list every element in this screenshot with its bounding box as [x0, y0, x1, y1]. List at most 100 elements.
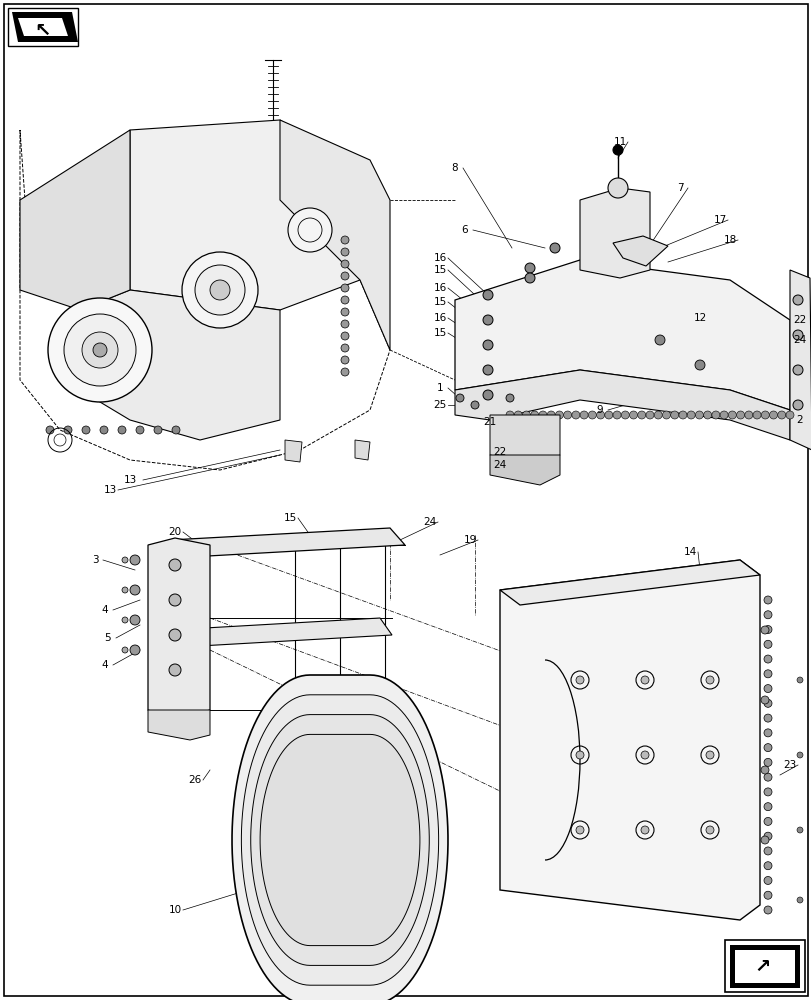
Circle shape [555, 411, 563, 419]
Circle shape [100, 426, 108, 434]
Circle shape [678, 411, 686, 419]
Circle shape [629, 411, 637, 419]
Circle shape [182, 252, 258, 328]
Circle shape [763, 685, 771, 693]
Circle shape [736, 411, 744, 419]
Circle shape [575, 826, 583, 834]
Circle shape [169, 664, 181, 676]
Circle shape [505, 394, 513, 402]
Circle shape [525, 273, 534, 283]
Text: 16: 16 [433, 283, 446, 293]
Circle shape [607, 178, 627, 198]
Circle shape [169, 594, 181, 606]
Circle shape [483, 390, 492, 400]
Circle shape [694, 411, 702, 419]
Circle shape [571, 411, 579, 419]
Circle shape [686, 411, 694, 419]
Circle shape [694, 360, 704, 370]
Circle shape [122, 557, 128, 563]
Circle shape [763, 847, 771, 855]
Circle shape [547, 411, 555, 419]
Circle shape [505, 411, 513, 419]
Circle shape [620, 411, 629, 419]
Circle shape [172, 426, 180, 434]
Circle shape [64, 314, 135, 386]
Circle shape [763, 596, 771, 604]
Circle shape [195, 265, 245, 315]
Circle shape [579, 411, 587, 419]
Polygon shape [169, 528, 405, 557]
Circle shape [760, 836, 768, 844]
Polygon shape [169, 618, 392, 647]
Circle shape [588, 411, 595, 419]
Circle shape [93, 343, 107, 357]
Circle shape [130, 645, 139, 655]
Text: 4: 4 [101, 605, 108, 615]
Text: 15: 15 [433, 265, 446, 275]
Circle shape [763, 670, 771, 678]
Polygon shape [354, 440, 370, 460]
FancyBboxPatch shape [8, 8, 78, 46]
Polygon shape [729, 945, 799, 988]
Text: 22: 22 [792, 315, 805, 325]
Polygon shape [285, 440, 302, 462]
Circle shape [763, 729, 771, 737]
Polygon shape [734, 950, 794, 983]
Circle shape [513, 411, 521, 419]
Circle shape [763, 788, 771, 796]
Circle shape [122, 617, 128, 623]
Circle shape [705, 676, 713, 684]
Circle shape [763, 906, 771, 914]
Circle shape [792, 400, 802, 410]
Circle shape [796, 827, 802, 833]
Circle shape [521, 411, 530, 419]
Text: 9: 9 [596, 405, 603, 415]
Circle shape [796, 897, 802, 903]
Circle shape [760, 766, 768, 774]
Circle shape [654, 411, 662, 419]
Circle shape [122, 587, 128, 593]
Text: 26: 26 [188, 775, 201, 785]
Text: 18: 18 [723, 235, 736, 245]
Circle shape [539, 411, 547, 419]
Circle shape [760, 696, 768, 704]
Text: 17: 17 [713, 215, 726, 225]
Circle shape [705, 826, 713, 834]
Polygon shape [454, 370, 789, 440]
Text: ↖: ↖ [35, 21, 51, 40]
Circle shape [763, 758, 771, 766]
Circle shape [763, 640, 771, 648]
Text: 6: 6 [461, 225, 468, 235]
Circle shape [763, 699, 771, 707]
Polygon shape [130, 120, 359, 310]
Polygon shape [280, 120, 389, 350]
Circle shape [763, 773, 771, 781]
Circle shape [483, 315, 492, 325]
Text: 24: 24 [493, 460, 506, 470]
Circle shape [752, 411, 760, 419]
Circle shape [341, 368, 349, 376]
Circle shape [637, 411, 645, 419]
Text: ↗: ↗ [754, 956, 770, 975]
Text: 16: 16 [433, 313, 446, 323]
Circle shape [763, 803, 771, 811]
Circle shape [341, 284, 349, 292]
Circle shape [640, 826, 648, 834]
Text: 8: 8 [451, 163, 457, 173]
Text: 12: 12 [693, 313, 706, 323]
Circle shape [483, 365, 492, 375]
Polygon shape [260, 734, 419, 946]
Circle shape [796, 752, 802, 758]
Text: 11: 11 [612, 137, 626, 147]
Text: 24: 24 [792, 335, 805, 345]
Circle shape [670, 411, 678, 419]
Circle shape [130, 585, 139, 595]
Text: 10: 10 [168, 905, 182, 915]
Circle shape [763, 876, 771, 884]
Circle shape [341, 344, 349, 352]
Circle shape [341, 236, 349, 244]
Circle shape [703, 411, 710, 419]
Circle shape [727, 411, 736, 419]
Circle shape [763, 611, 771, 619]
Text: 1: 1 [436, 383, 443, 393]
